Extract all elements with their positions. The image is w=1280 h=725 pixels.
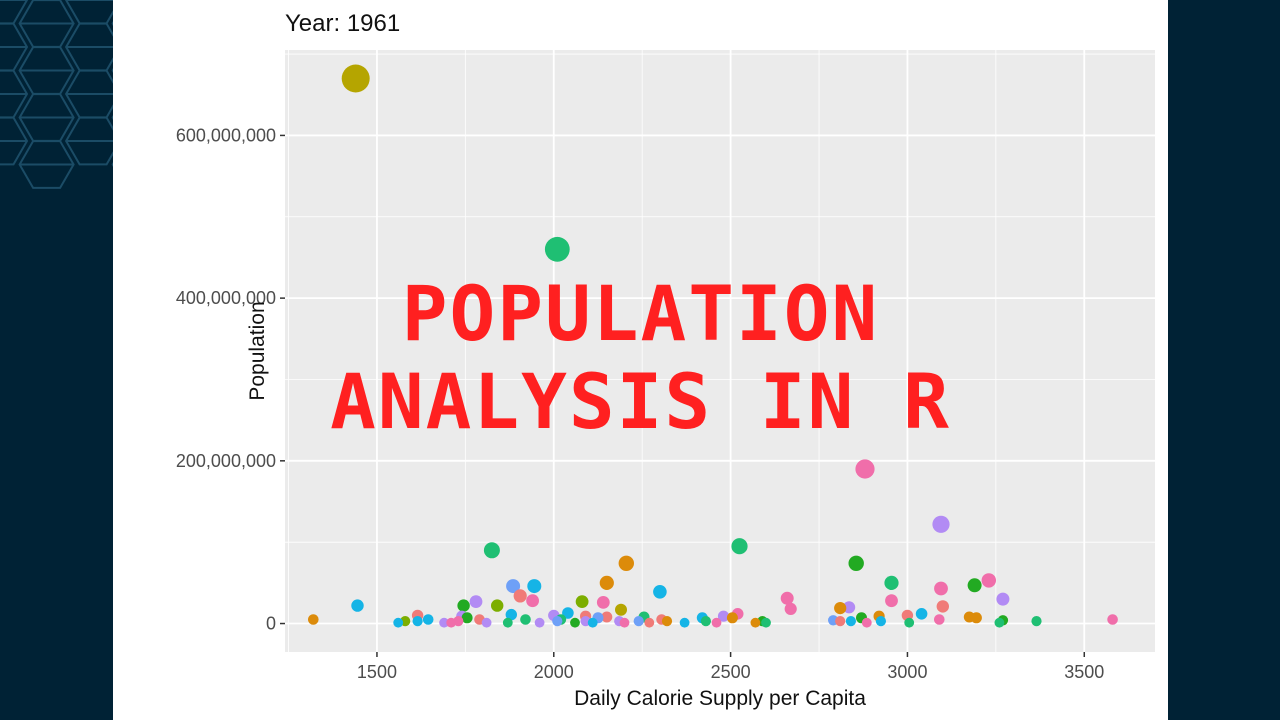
data-point xyxy=(545,237,570,262)
data-point xyxy=(619,556,634,571)
data-point xyxy=(835,616,845,626)
data-point xyxy=(855,459,874,478)
data-point xyxy=(503,618,513,628)
data-point xyxy=(597,596,610,609)
data-point xyxy=(785,603,797,615)
data-point xyxy=(727,612,738,623)
data-point xyxy=(535,618,545,628)
data-point xyxy=(916,608,928,620)
data-point xyxy=(615,604,627,616)
y-tick-label: 200,000,000 xyxy=(176,451,276,471)
data-point xyxy=(644,618,654,628)
data-point xyxy=(342,65,370,93)
right-decorative-panel xyxy=(1168,0,1280,720)
data-point xyxy=(995,618,1005,628)
data-point xyxy=(576,595,589,608)
data-point xyxy=(982,573,996,587)
data-point xyxy=(526,594,539,607)
data-point xyxy=(701,616,711,626)
data-point xyxy=(457,599,469,611)
data-point xyxy=(849,556,864,571)
data-point xyxy=(470,595,483,608)
data-point xyxy=(570,618,580,628)
data-point xyxy=(527,579,541,593)
data-point xyxy=(834,602,846,614)
data-point xyxy=(520,614,531,625)
data-point xyxy=(351,599,363,611)
data-point xyxy=(712,618,722,628)
data-point xyxy=(634,616,644,626)
data-point xyxy=(423,614,434,625)
data-point xyxy=(413,616,423,626)
data-point xyxy=(846,616,856,626)
chart-title: Year: 1961 xyxy=(285,10,400,37)
data-point xyxy=(1031,616,1041,626)
x-tick-label: 2000 xyxy=(534,662,574,682)
data-point xyxy=(932,516,949,533)
data-point xyxy=(934,614,945,625)
data-point xyxy=(588,618,598,628)
data-point xyxy=(393,618,403,628)
data-point xyxy=(971,612,982,623)
data-point xyxy=(552,616,562,626)
data-point xyxy=(934,582,948,596)
data-point xyxy=(653,585,667,599)
data-point xyxy=(751,618,761,628)
data-point xyxy=(884,576,898,590)
data-point xyxy=(876,616,886,626)
x-tick-label: 2500 xyxy=(711,662,751,682)
data-point xyxy=(662,616,672,626)
data-point xyxy=(514,589,527,602)
data-point xyxy=(446,618,456,628)
data-point xyxy=(680,618,690,628)
data-point xyxy=(996,593,1009,606)
data-point xyxy=(731,538,747,554)
data-point xyxy=(968,578,982,592)
data-point xyxy=(491,599,503,611)
x-tick-label: 3000 xyxy=(887,662,927,682)
data-point xyxy=(761,618,771,628)
overlay-title-line-1: POPULATION xyxy=(113,276,1168,352)
data-point xyxy=(885,594,898,607)
data-point xyxy=(937,600,949,612)
data-point xyxy=(904,618,914,628)
x-tick-label: 1500 xyxy=(357,662,397,682)
y-tick-label: 600,000,000 xyxy=(176,125,276,145)
data-point xyxy=(620,618,630,628)
data-point xyxy=(600,576,614,590)
left-decorative-panel xyxy=(0,0,113,720)
hexagon-pattern xyxy=(0,0,113,720)
overlay-title-line-2: ANALYSIS IN R xyxy=(113,364,1168,440)
data-point xyxy=(484,542,500,558)
x-axis: 1500 2000 2500 3000 3500 xyxy=(357,652,1104,682)
data-point xyxy=(862,618,872,628)
data-point xyxy=(781,592,794,605)
y-tick-label: 0 xyxy=(266,614,276,634)
x-axis-label: Daily Calorie Supply per Capita xyxy=(574,687,866,710)
data-point xyxy=(1107,614,1118,625)
data-point xyxy=(308,614,319,625)
x-tick-label: 3500 xyxy=(1064,662,1104,682)
data-point xyxy=(482,618,492,628)
